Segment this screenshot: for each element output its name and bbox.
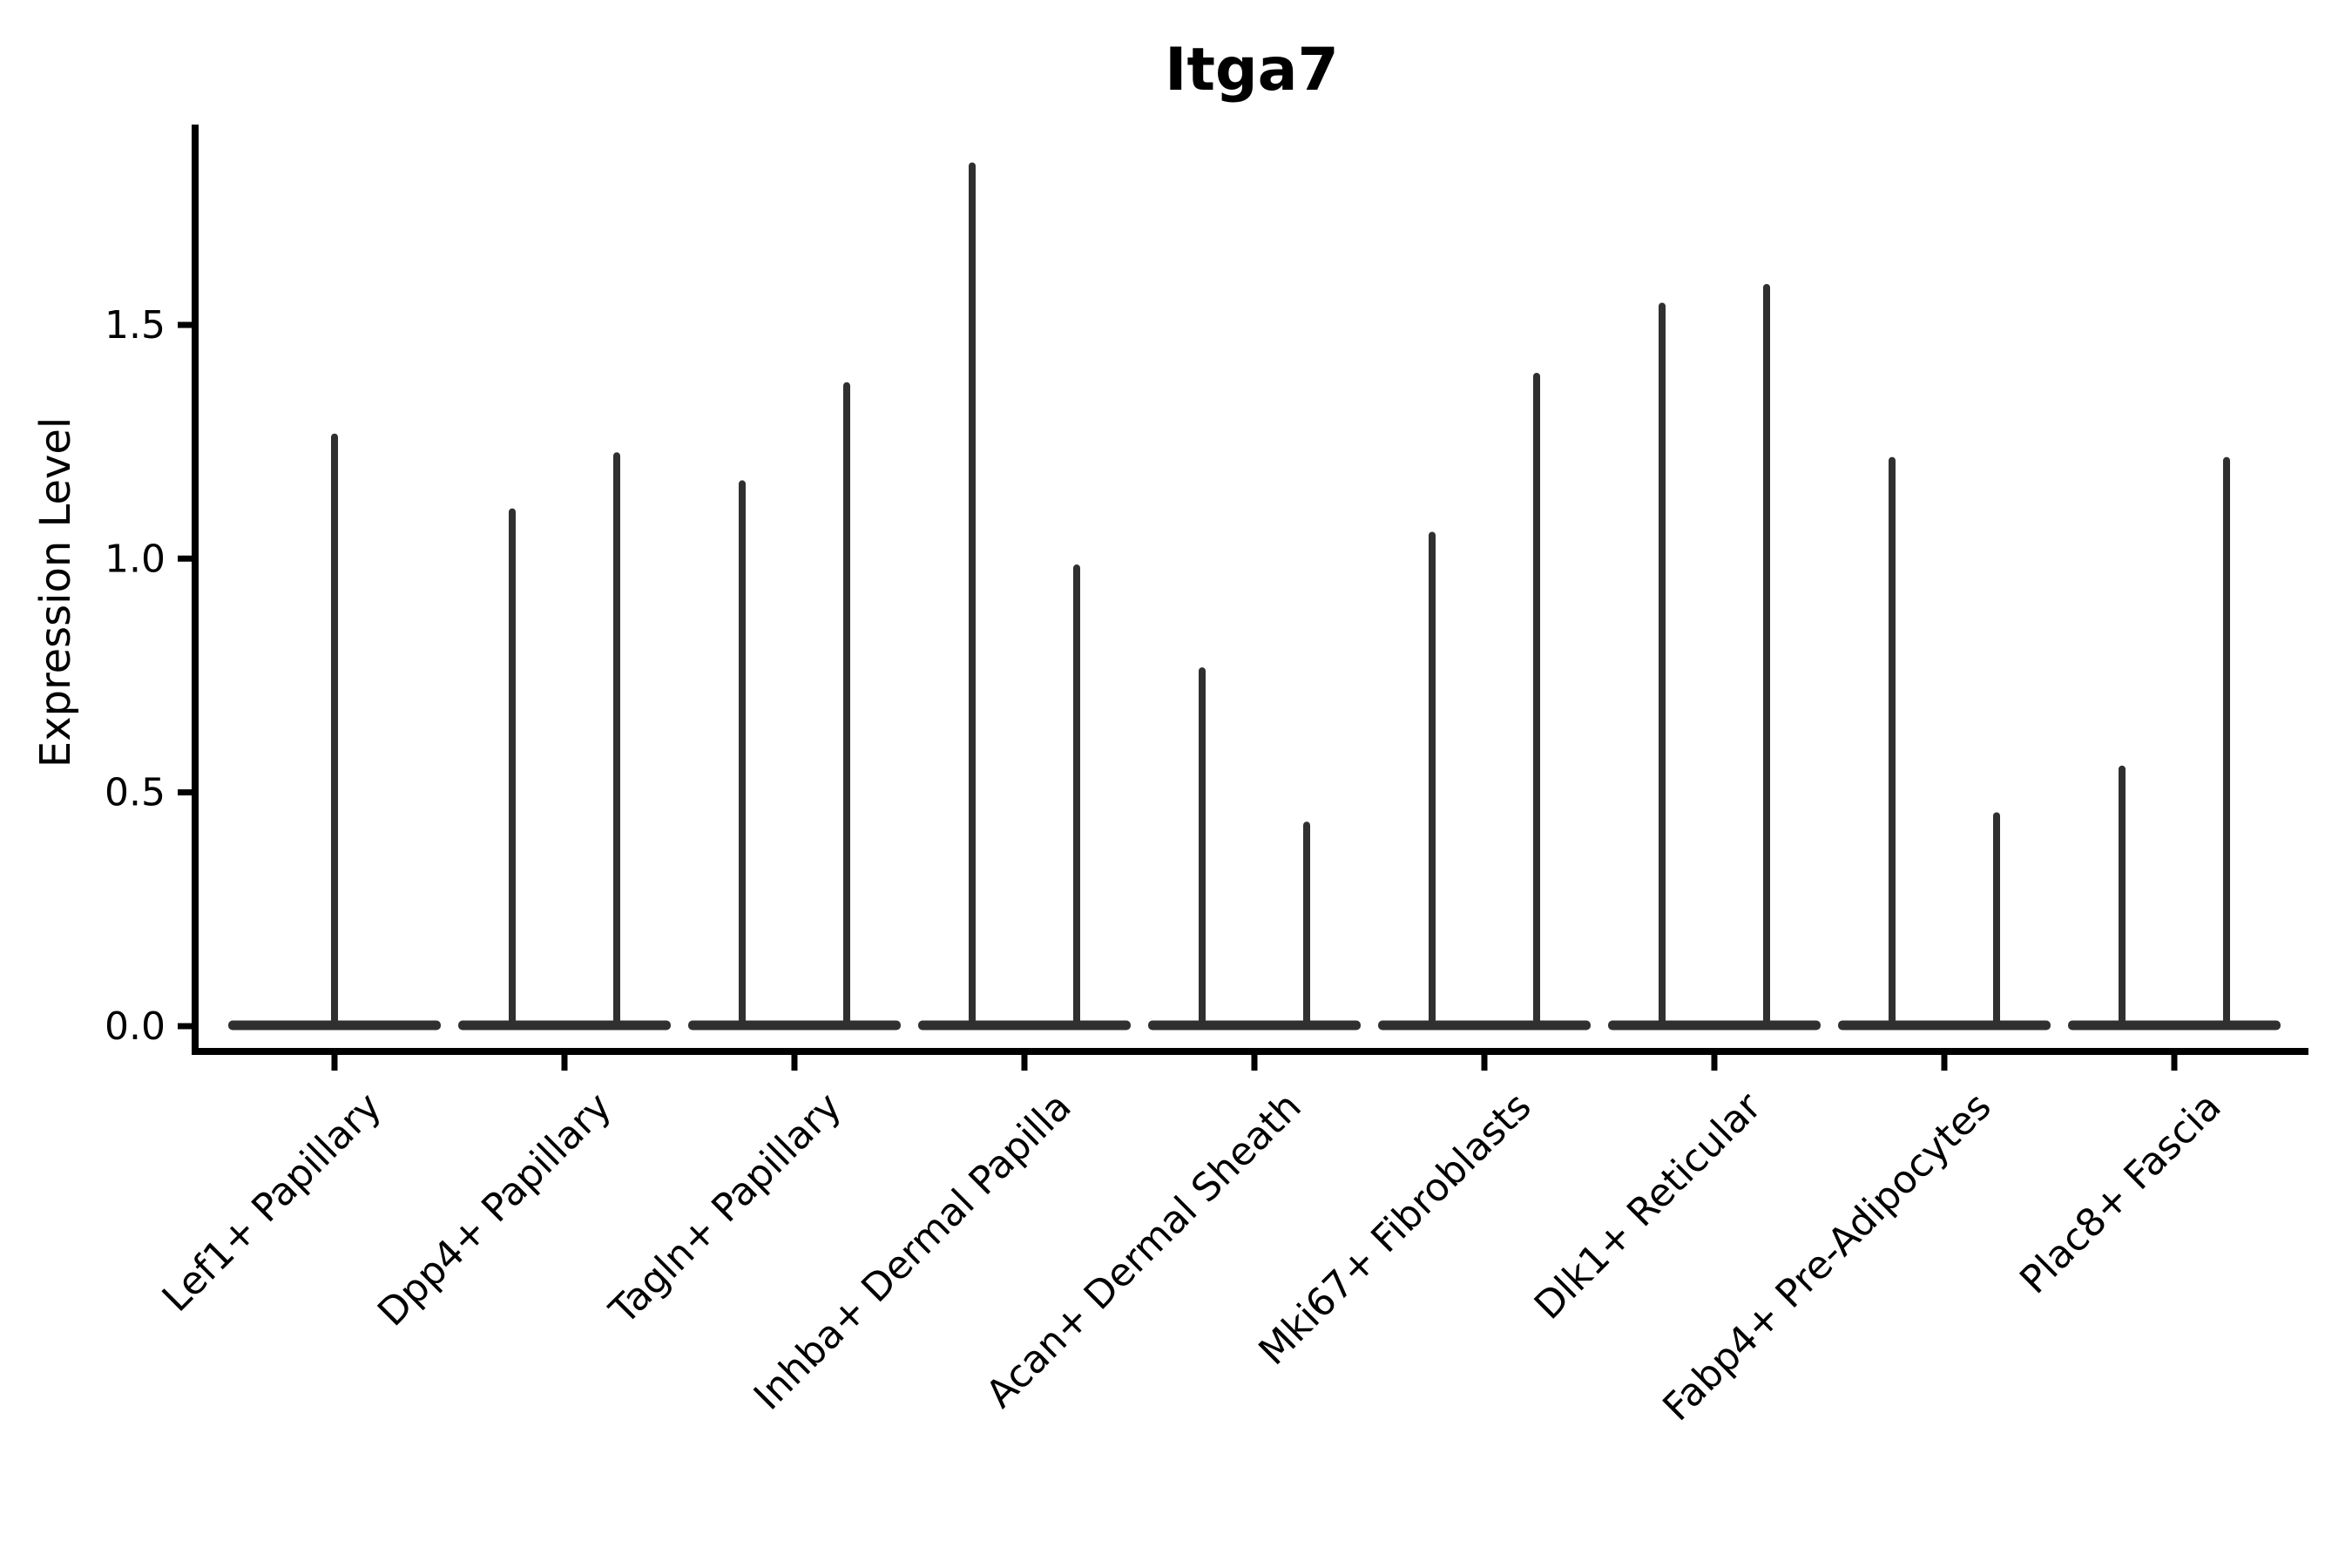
violin-base xyxy=(688,1020,901,1031)
violin-base xyxy=(1148,1020,1361,1031)
violins-group xyxy=(228,162,2281,1031)
y-axis-label: Expression Level xyxy=(31,417,80,768)
violin-base xyxy=(918,1020,1131,1031)
chart-title: Itga7 xyxy=(1165,36,1339,105)
x-tick-label: Tagln+ Papillary xyxy=(601,1085,850,1334)
x-tick-label: Lef1+ Papillary xyxy=(154,1085,390,1321)
violin-base xyxy=(1608,1020,1821,1031)
x-tick-label: Plac8+ Fascia xyxy=(2011,1085,2230,1303)
violin-base xyxy=(1838,1020,2051,1031)
violin-base xyxy=(1378,1020,1591,1031)
y-tick-label: 0.0 xyxy=(105,1004,166,1049)
y-axis-ticks: 0.0 0.5 1.0 1.5 xyxy=(105,303,195,1049)
x-axis-ticks xyxy=(331,1051,2178,1071)
violin-base xyxy=(458,1020,671,1031)
axes-spines xyxy=(192,125,2308,1055)
y-tick-label: 1.5 xyxy=(105,303,166,348)
x-tick-label: Dlk1+ Reticular xyxy=(1526,1084,1771,1328)
violin-base xyxy=(2068,1020,2281,1031)
y-tick-label: 0.5 xyxy=(105,771,166,815)
x-tick-label: Dpp4+ Papillary xyxy=(369,1085,620,1335)
y-tick-label: 1.0 xyxy=(105,537,166,581)
